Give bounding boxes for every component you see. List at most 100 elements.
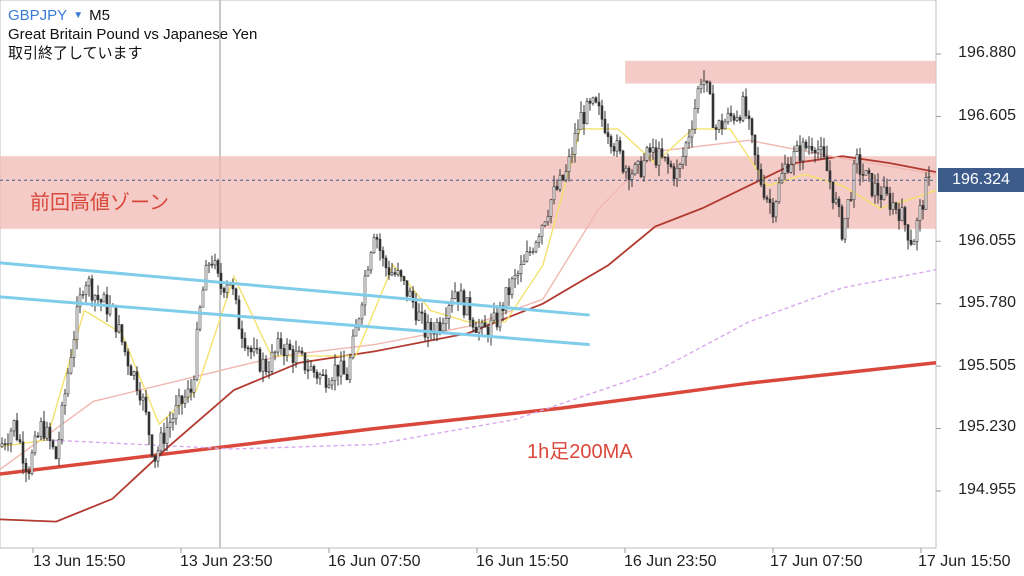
- candle-body: [393, 272, 397, 275]
- candle-body: [417, 311, 421, 321]
- candle-body: [582, 112, 586, 125]
- candle-body: [894, 202, 898, 210]
- candle-body: [477, 326, 481, 334]
- candle-body: [534, 241, 538, 252]
- candle-body: [45, 426, 49, 439]
- candle-body: [219, 272, 223, 289]
- candle-body: [915, 220, 919, 242]
- candle-body: [507, 287, 511, 296]
- candle-body: [279, 338, 283, 349]
- candle-body: [822, 146, 826, 158]
- candle-body: [369, 252, 373, 271]
- candle-body: [732, 115, 736, 121]
- candle-body: [510, 278, 514, 296]
- candle-body: [573, 133, 577, 155]
- candle-body: [306, 369, 310, 372]
- candle-body: [666, 157, 670, 165]
- candle-body: [246, 347, 250, 350]
- candle-body: [786, 163, 790, 173]
- candle-body: [84, 285, 88, 295]
- candle-body: [723, 121, 727, 130]
- candle-body: [93, 294, 97, 301]
- candle-body: [429, 321, 433, 332]
- candle-body: [27, 471, 31, 474]
- candle-body: [90, 278, 94, 301]
- x-tick-label: 16 Jun 15:50: [476, 553, 569, 570]
- candle-body: [96, 294, 100, 301]
- candle-body: [36, 435, 40, 438]
- candle-body: [6, 443, 10, 445]
- candle-body: [192, 379, 196, 393]
- candle-body: [867, 170, 871, 174]
- candle-body: [0, 443, 4, 448]
- x-tick-label: 13 Jun 23:50: [180, 553, 273, 570]
- candle-body: [330, 380, 334, 386]
- candle-body: [603, 118, 607, 133]
- candle-body: [600, 105, 604, 120]
- candle-body: [744, 96, 748, 117]
- candle-body: [705, 80, 709, 83]
- candle-body: [453, 291, 457, 299]
- candle-body: [624, 167, 628, 173]
- candle-body: [252, 347, 256, 353]
- candle-body: [177, 395, 181, 406]
- trendline: [0, 295, 590, 347]
- candle-body: [195, 328, 199, 380]
- candle-body: [174, 405, 178, 419]
- candle-body: [897, 209, 901, 221]
- candle-body: [711, 93, 715, 128]
- symbol-name[interactable]: GBPJPY: [8, 7, 68, 24]
- candle-body: [849, 199, 853, 201]
- candle-body: [423, 312, 427, 338]
- candle-body: [882, 186, 886, 200]
- moving-average-line: [0, 155, 937, 523]
- current-price-badge: 196.324: [938, 168, 1024, 193]
- candle-body: [78, 294, 82, 308]
- candle-body: [180, 395, 184, 404]
- candle-body: [273, 351, 277, 354]
- candle-body: [498, 305, 502, 328]
- candle-body: [258, 348, 262, 372]
- candle-body: [210, 263, 214, 266]
- candle-body: [795, 145, 799, 152]
- candle-body: [366, 269, 370, 277]
- candle-body: [102, 294, 106, 303]
- dropdown-triangle-icon[interactable]: ▼: [73, 10, 84, 21]
- candle-body: [819, 146, 823, 150]
- candle-body: [237, 299, 241, 330]
- candle-body: [630, 173, 634, 180]
- candle-body: [222, 288, 226, 293]
- candle-body: [129, 365, 133, 376]
- candle-body: [378, 238, 382, 251]
- x-tick-label: 16 Jun 07:50: [328, 553, 421, 570]
- candle-body: [567, 156, 571, 172]
- candle-body: [132, 371, 136, 376]
- candle-body: [903, 207, 907, 226]
- candle-body: [387, 267, 391, 276]
- candle-body: [87, 278, 91, 287]
- trendline: [0, 261, 590, 317]
- candle-body: [654, 147, 658, 166]
- candle-body: [843, 217, 847, 240]
- candle-body: [588, 100, 592, 104]
- candle-body: [840, 206, 844, 240]
- candle-body: [183, 396, 187, 404]
- timeframe[interactable]: M5: [89, 7, 110, 24]
- candle-body: [804, 141, 808, 149]
- candle-body: [240, 328, 244, 339]
- candle-body: [3, 443, 7, 446]
- candle-body: [285, 343, 289, 357]
- candle-body: [696, 88, 700, 109]
- candle-body: [384, 257, 388, 269]
- candle-body: [444, 318, 448, 325]
- candle-body: [852, 163, 856, 200]
- candle-body: [390, 272, 394, 276]
- candle-body: [921, 205, 925, 210]
- candle-body: [768, 198, 772, 204]
- candle-body: [504, 287, 508, 312]
- candle-body: [51, 440, 55, 448]
- candle-body: [141, 396, 145, 401]
- candle-body: [585, 100, 589, 125]
